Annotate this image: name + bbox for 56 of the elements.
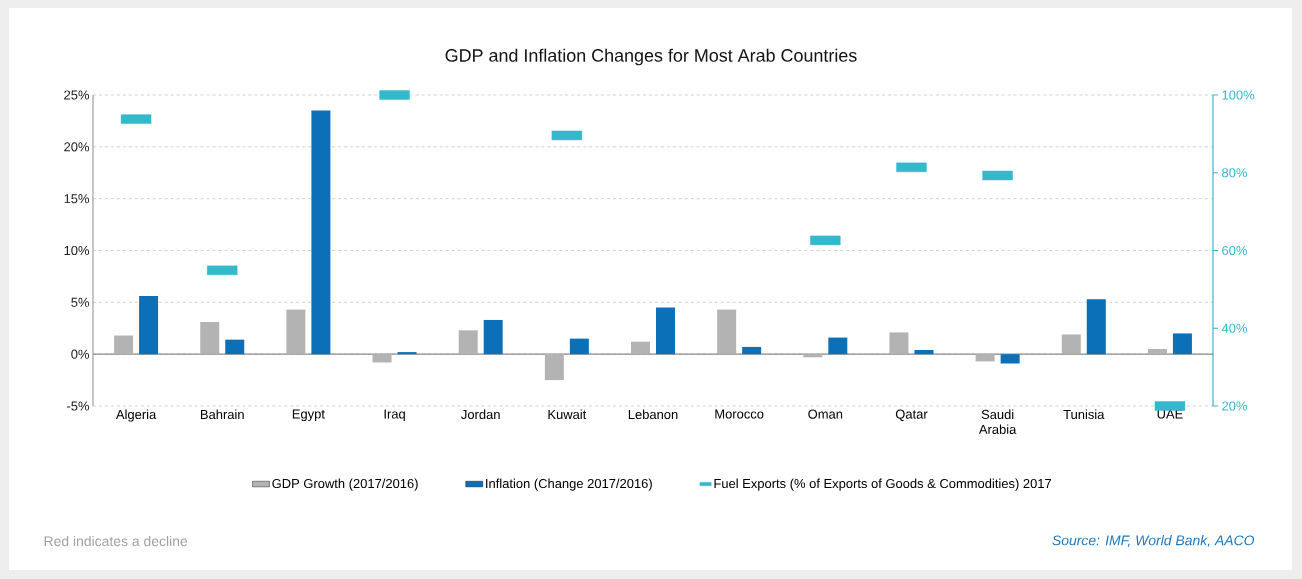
bar (1172, 333, 1192, 355)
bar (1000, 354, 1020, 364)
chart-title: GDP and Inflation Changes for Most Arab Countries (445, 48, 857, 66)
bar (286, 309, 306, 355)
bar (631, 341, 650, 355)
bar (483, 319, 503, 355)
bar (569, 338, 589, 355)
x-tick-label: Algeria (115, 409, 157, 422)
bar (975, 354, 995, 362)
bar (889, 332, 909, 355)
x-tick-label: Kuwait (548, 409, 587, 420)
legend-label: GDP Growth (2017/2016) (272, 478, 418, 491)
bar (225, 339, 245, 355)
legend-label: Fuel Exports (% of Exports of Goods & Commodities) 2017 (714, 478, 1052, 491)
bar (914, 350, 934, 355)
bar (742, 346, 762, 355)
y2-tick-label: 20% (1222, 401, 1247, 411)
bar (828, 337, 848, 355)
bar (139, 296, 159, 355)
x-tick-label: Saudi Arabia (978, 409, 1017, 434)
x-tick-label: Bahrain (200, 409, 244, 420)
source-note: Source: IMF, World Bank, AACO (1052, 535, 1255, 547)
bar (311, 110, 331, 355)
bar (717, 309, 737, 355)
y-tick-label: 5% (71, 297, 90, 307)
bar (200, 322, 220, 355)
y-tick-label: -5% (67, 401, 90, 411)
bar (1086, 299, 1106, 355)
y-tick-label: 25% (64, 90, 90, 100)
text: Red indicates a decline (44, 535, 188, 547)
x-tick-label: Iraq (384, 409, 405, 422)
y2-tick-label: 60% (1222, 245, 1247, 256)
x-tick-label: Morocco (715, 409, 764, 419)
bar (372, 354, 392, 363)
bar (397, 352, 417, 355)
bar (544, 354, 564, 381)
bar (803, 354, 823, 358)
x-tick-label: Oman (808, 409, 843, 419)
y-tick-label: 10% (64, 245, 90, 256)
x-tick-label: Jordan (461, 409, 500, 420)
x-tick-label: Lebanon (628, 409, 678, 420)
bar (656, 307, 675, 355)
x-tick-label: Egypt (292, 409, 325, 422)
bar (114, 335, 134, 355)
y-tick-label: 0% (71, 349, 90, 359)
bar (1147, 348, 1167, 355)
bar (458, 330, 478, 355)
y-tick-label: 15% (64, 194, 90, 204)
legend-label: Inflation (Change 2017/2016) (486, 478, 652, 491)
x-tick-label: Qatar (895, 409, 928, 422)
y2-tick-label: 100% (1222, 90, 1255, 100)
x-tick-label: Tunisia (1063, 409, 1105, 420)
y-tick-label: 20% (64, 142, 90, 152)
bar (1061, 334, 1081, 355)
y2-tick-label: 80% (1222, 168, 1247, 178)
y2-tick-label: 40% (1221, 323, 1247, 333)
